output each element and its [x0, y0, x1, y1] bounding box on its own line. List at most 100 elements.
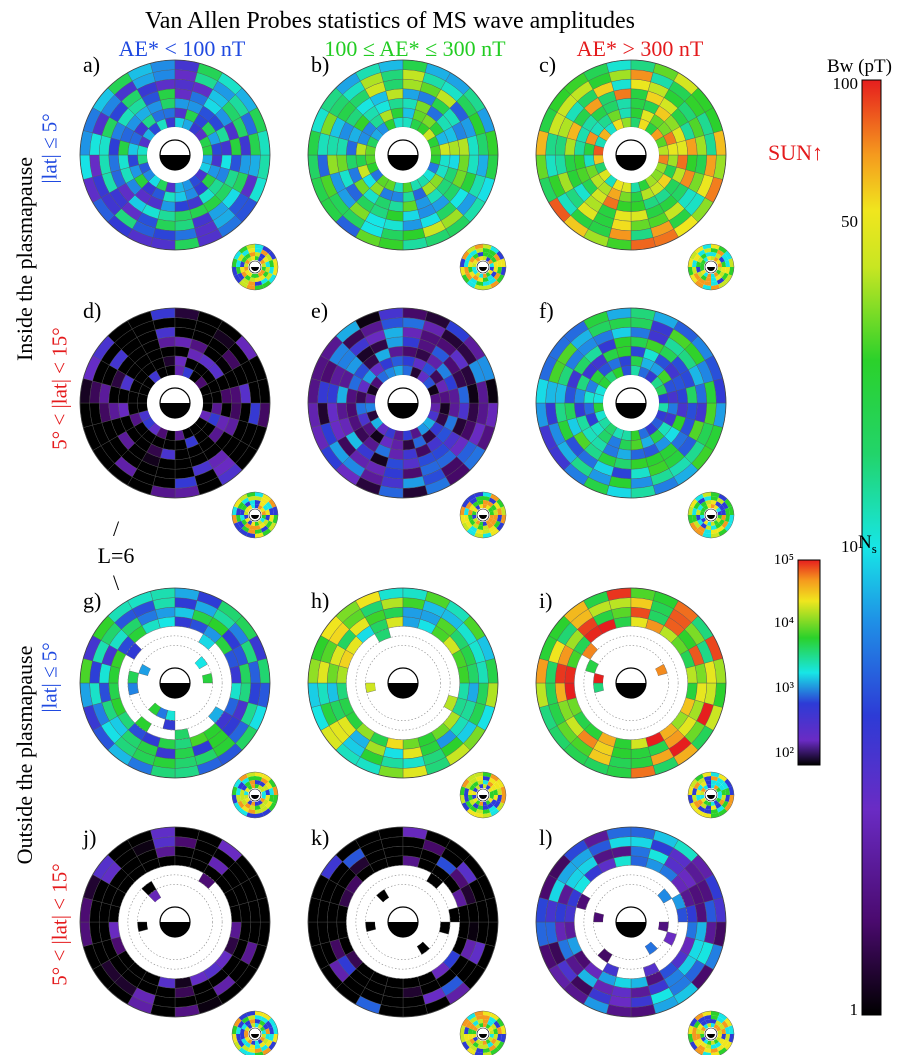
panel-outline — [79, 59, 271, 251]
heatmap-cell — [593, 682, 605, 693]
inset-cell — [711, 1047, 719, 1053]
panel-outline — [79, 307, 271, 499]
inset-cell — [465, 1039, 473, 1048]
inset-cell — [483, 525, 489, 530]
inset-cell — [713, 1023, 719, 1030]
inset-cell — [240, 795, 245, 801]
inset-cell — [237, 800, 245, 809]
inset-cell — [493, 795, 498, 801]
inset-cell — [689, 498, 698, 508]
inset-cell — [464, 1034, 470, 1042]
inset-cell — [496, 1026, 502, 1034]
inset-cell — [262, 280, 272, 289]
inset-cell — [232, 795, 238, 804]
inset-cell — [496, 507, 502, 515]
inset-cell — [262, 1038, 269, 1045]
inset-cell — [718, 1047, 728, 1055]
inset-cell — [694, 245, 704, 254]
inset-cell — [259, 274, 266, 281]
inset-cell — [490, 528, 500, 537]
inset-cell — [241, 497, 250, 505]
inset-cell — [724, 259, 730, 267]
inset-cell — [697, 1016, 706, 1024]
inset-cell — [461, 498, 470, 508]
polar-panel-g — [79, 587, 279, 819]
inset-cell — [249, 525, 255, 531]
inset-cell — [478, 801, 483, 806]
inset-cell — [717, 1034, 722, 1039]
inset-cell — [464, 787, 470, 795]
inset-cell — [466, 1012, 476, 1021]
inset-cell — [259, 507, 266, 513]
inset-cell — [255, 277, 261, 282]
inset-cell — [268, 778, 277, 788]
inset-cell — [241, 525, 250, 533]
heatmap-cell — [346, 154, 358, 170]
inset-cell — [237, 501, 245, 510]
inset-cell — [265, 253, 273, 262]
inset-cell — [724, 250, 733, 260]
inset-cell — [715, 781, 722, 788]
inset-cell — [465, 272, 473, 281]
inset-cell — [244, 1020, 251, 1027]
l-marker-slash: / — [112, 516, 120, 541]
l-shell-grid-ring — [593, 884, 669, 960]
inset-cell — [255, 521, 260, 526]
inset-cell — [260, 777, 269, 785]
l-shell-grid-ring — [127, 874, 223, 970]
inset-cell — [246, 1011, 255, 1017]
inset-cell — [239, 509, 245, 515]
inset-cell — [718, 493, 728, 502]
inset-cell — [711, 528, 719, 534]
inset-cell — [255, 496, 263, 502]
inset-cell — [699, 267, 705, 272]
inset-cell — [468, 789, 473, 795]
l-shell-grid-ring — [137, 645, 213, 721]
inset-cell — [472, 797, 479, 803]
inset-cell — [697, 799, 704, 806]
inset-cell — [688, 1034, 694, 1043]
inset-cell — [464, 259, 470, 267]
inset-cell — [716, 1016, 725, 1024]
inset-cell — [717, 262, 722, 267]
inset-cell — [237, 253, 245, 262]
inset-cell — [717, 790, 722, 795]
inset-cell — [705, 277, 711, 282]
inset-cell — [477, 500, 483, 505]
inset-cell — [469, 504, 476, 511]
polar-panel-e — [307, 307, 507, 539]
inset-cell — [464, 1026, 470, 1034]
inset-cell — [728, 786, 734, 795]
inset-cell — [238, 1047, 248, 1055]
inset-cell — [487, 269, 494, 275]
inset-cell — [478, 504, 483, 509]
inset-cell — [244, 522, 251, 529]
inset-cell — [496, 787, 502, 795]
inset-cell — [689, 778, 698, 788]
l-shell-grid-ring — [345, 625, 461, 741]
inset-cell — [700, 1041, 707, 1048]
inset-cell — [255, 273, 260, 278]
panel-label-j: j) — [83, 825, 97, 850]
inset-cell — [706, 521, 711, 526]
inset-cell — [259, 797, 266, 803]
inset-cell — [500, 267, 506, 276]
panel-outline — [535, 59, 727, 251]
inset-cell — [255, 776, 263, 782]
inset-cell — [490, 773, 500, 782]
inset-cell — [711, 273, 716, 278]
inset-cell — [257, 519, 263, 526]
inset-cell — [460, 1034, 466, 1043]
inset-cell — [475, 799, 481, 806]
inset-cell — [261, 515, 266, 520]
inset-cell — [475, 1038, 481, 1045]
inset-cell — [721, 509, 726, 515]
earth-night-icon — [160, 403, 190, 418]
inset-cell — [272, 795, 278, 804]
inset-cell — [703, 808, 711, 814]
inset-cell — [703, 280, 711, 286]
inset-cell — [265, 520, 273, 529]
inset-cell — [706, 784, 711, 789]
inset-cell — [496, 778, 505, 788]
heatmap-cell — [402, 448, 418, 460]
